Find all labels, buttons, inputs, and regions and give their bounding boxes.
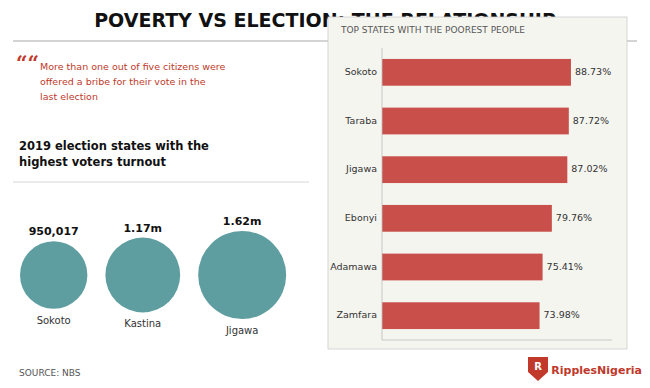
bar-title: TOP STATES WITH THE POOREST PEOPLE bbox=[340, 25, 525, 35]
bars bbox=[382, 59, 571, 329]
bubble-value-label: 1.17m bbox=[123, 222, 162, 235]
bubble-title: highest voters turnout bbox=[19, 155, 167, 169]
quote-text: More than one out of five citizens were bbox=[40, 61, 225, 72]
bubble-title: 2019 election states with the bbox=[19, 139, 209, 153]
bubble bbox=[20, 241, 87, 308]
bubble-name-label: Jigawa bbox=[225, 325, 259, 336]
bubble bbox=[105, 238, 180, 313]
bar bbox=[382, 302, 540, 329]
bar-value-label: 87.02% bbox=[571, 163, 607, 174]
bar bbox=[382, 205, 552, 232]
bubble-name-label: Kastina bbox=[124, 318, 161, 329]
bar bbox=[382, 108, 569, 135]
bar bbox=[382, 156, 567, 183]
y-tick-label: Jigawa bbox=[345, 163, 377, 174]
background bbox=[0, 0, 650, 388]
y-tick-label: Ebonyi bbox=[345, 212, 377, 223]
y-tick-label: Zamfara bbox=[337, 309, 377, 320]
bar-value-label: 87.72% bbox=[573, 115, 609, 126]
source-text: SOURCE: NBS bbox=[19, 368, 81, 378]
bar-panel bbox=[328, 17, 627, 349]
bar-value-label: 79.76% bbox=[556, 212, 592, 223]
quote-text: offered a bribe for their vote in the bbox=[40, 76, 206, 87]
y-tick-label: Sokoto bbox=[345, 66, 378, 77]
bubbles bbox=[20, 231, 286, 319]
bubble-value-label: 1.62m bbox=[223, 215, 262, 228]
logo-shield bbox=[528, 357, 548, 381]
bubble-value-label: 950,017 bbox=[29, 225, 79, 238]
bar-value-label: 88.73% bbox=[575, 66, 611, 77]
bar bbox=[382, 254, 543, 281]
bar-value-label: 75.41% bbox=[547, 261, 583, 272]
quote-mark: ““ bbox=[16, 51, 39, 75]
x-axis-line bbox=[382, 340, 612, 341]
y-axis-line bbox=[382, 48, 383, 340]
bar bbox=[382, 59, 571, 86]
chart-root: POVERTY VS ELECTION: THE RELATIONSHIP““M… bbox=[0, 0, 650, 388]
logo-text: RipplesNigeria bbox=[551, 364, 642, 377]
separator bbox=[13, 182, 309, 183]
bubble-name-label: Sokoto bbox=[37, 315, 71, 326]
quote-text: last election bbox=[40, 91, 98, 102]
bubble bbox=[198, 231, 286, 319]
logo-letter: R bbox=[534, 361, 542, 372]
y-tick-label: Adamawa bbox=[330, 261, 377, 272]
y-tick-label: Taraba bbox=[344, 115, 377, 126]
bar-value-label: 73.98% bbox=[544, 309, 580, 320]
